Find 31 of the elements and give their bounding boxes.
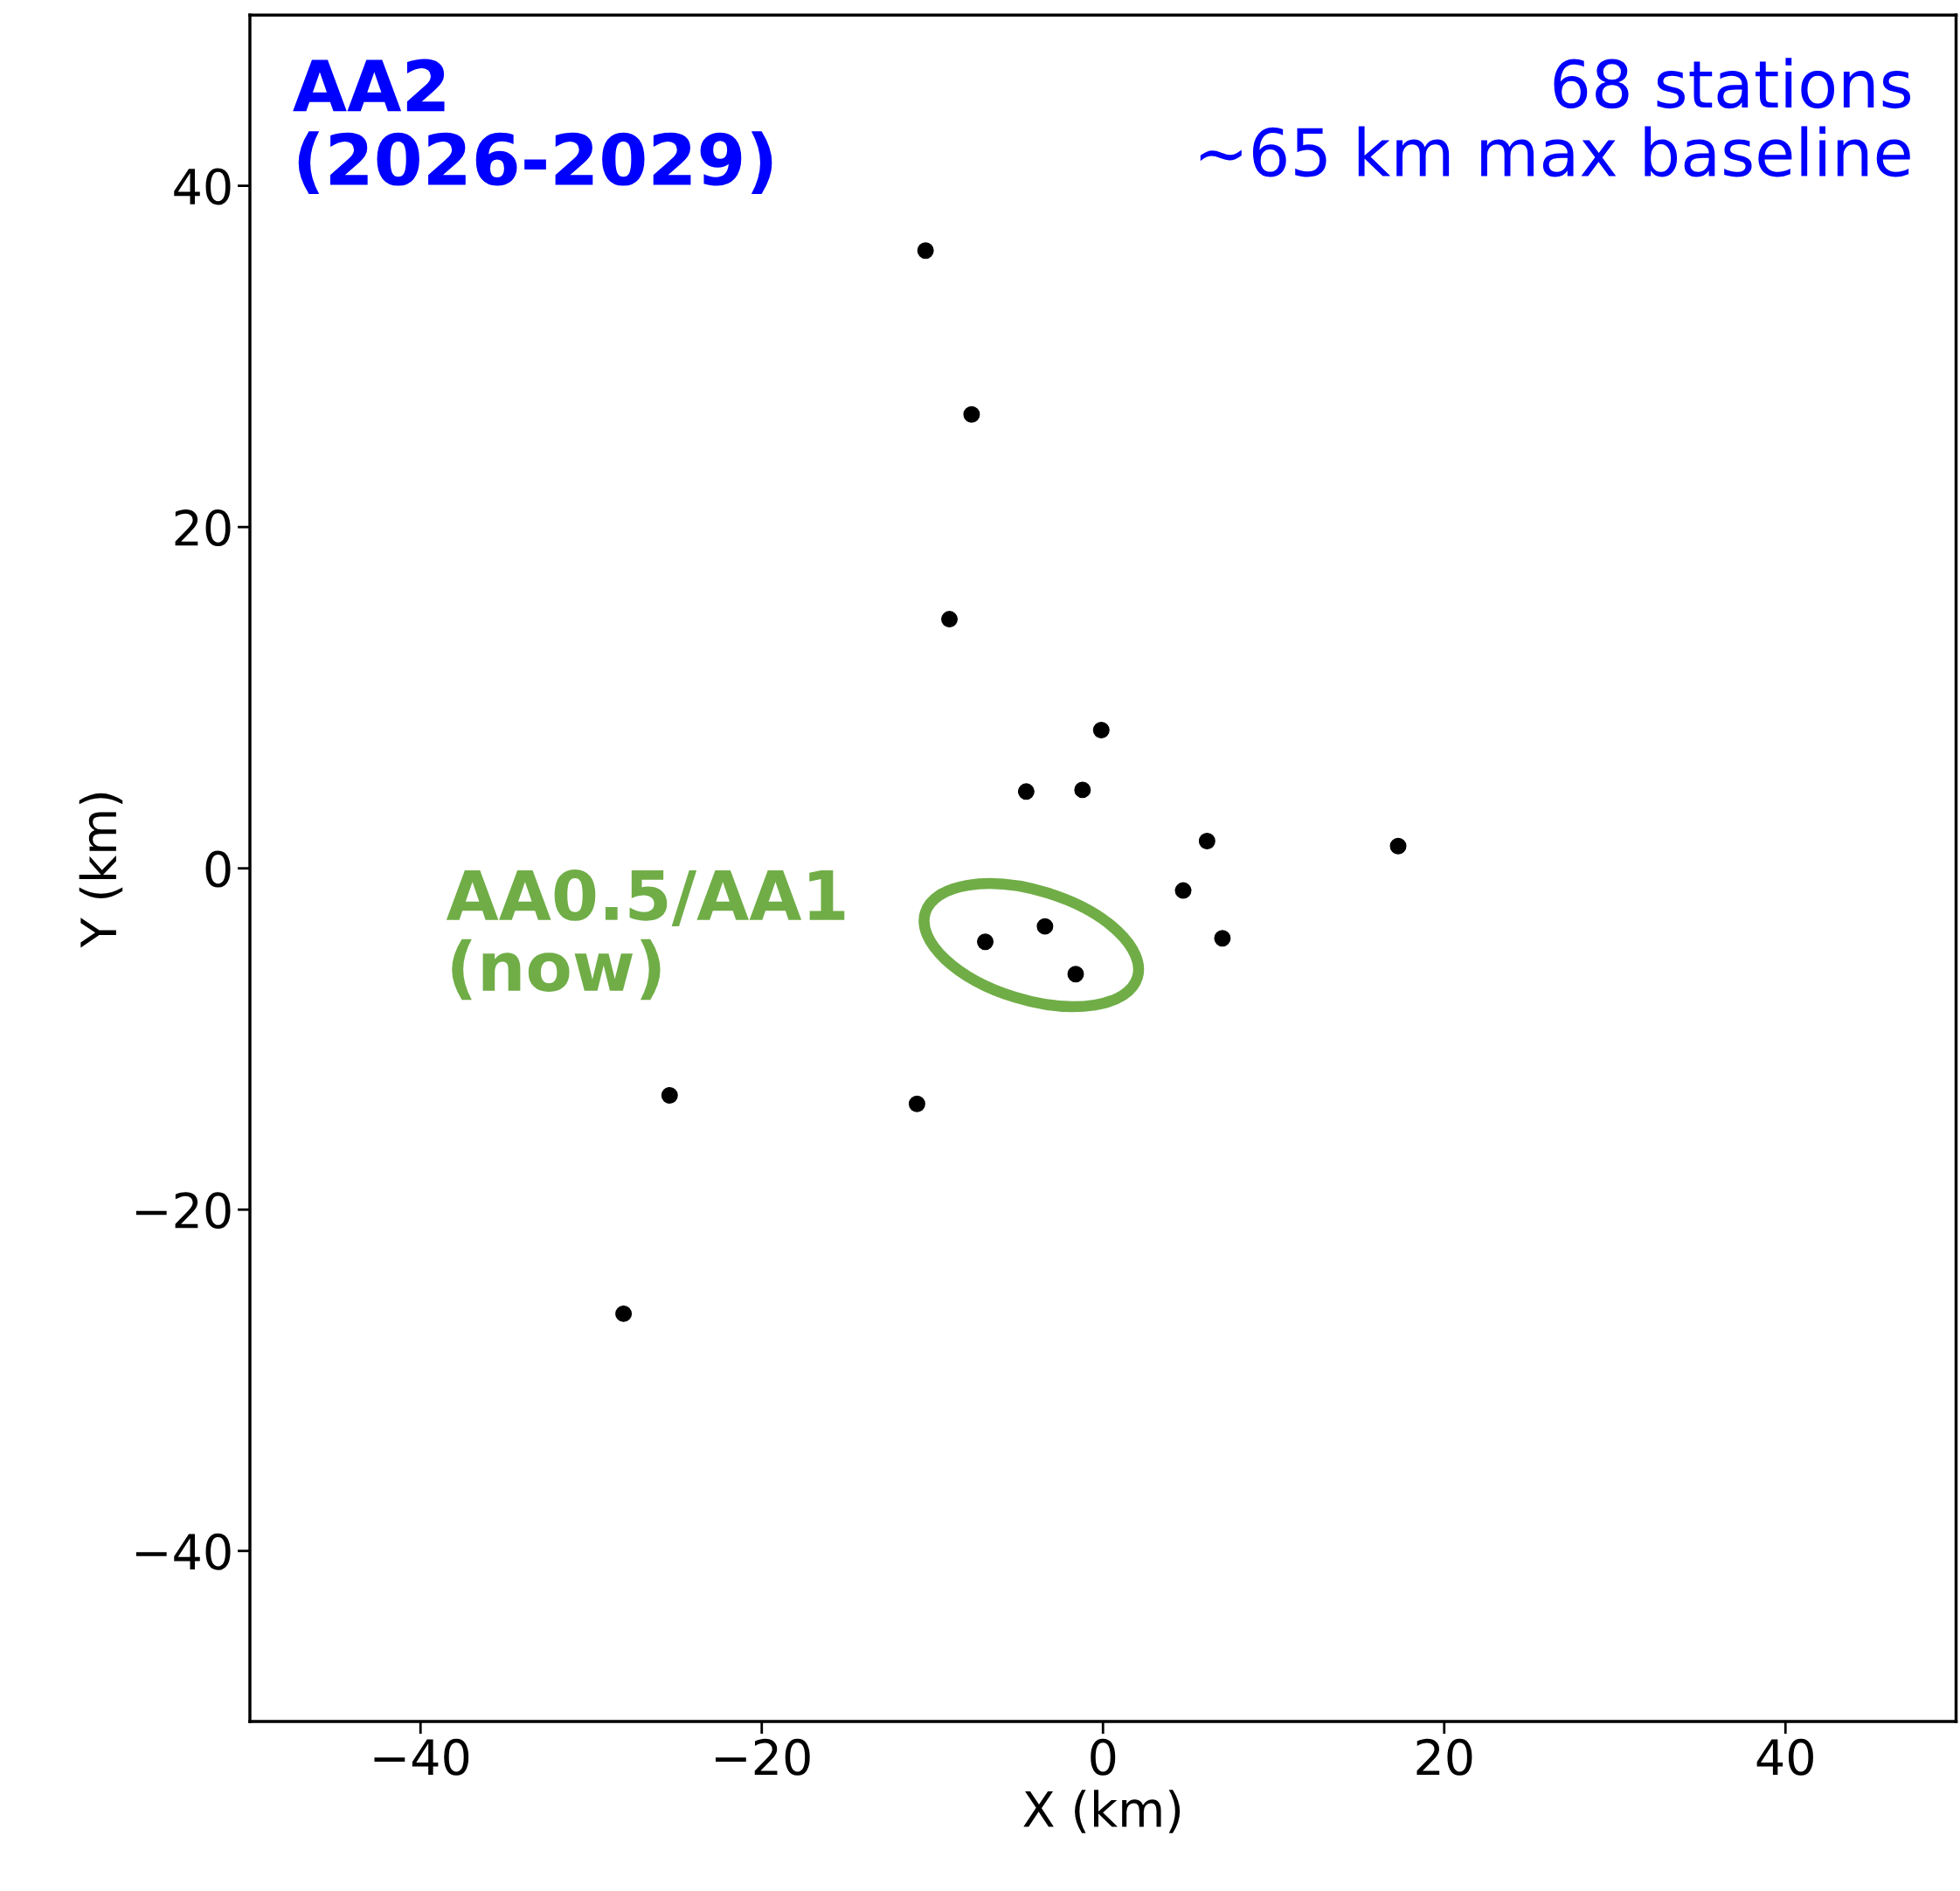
x-tick-label: 20 [1416, 1738, 1472, 1776]
point [908, 1095, 925, 1112]
x-tick-label: 40 [1756, 1738, 1813, 1776]
point [1036, 918, 1054, 935]
y-tick-label: 40 [174, 168, 231, 205]
point [941, 611, 958, 628]
point [1067, 966, 1084, 983]
y-tick-label: 0 [205, 850, 231, 888]
point [1092, 722, 1110, 739]
point [1074, 781, 1091, 799]
y-tick-label: 20 [175, 509, 231, 547]
point [963, 405, 980, 423]
y-tick-label: −20 [135, 1192, 231, 1229]
y-tick-label: −40 [135, 1533, 231, 1570]
point [1214, 930, 1231, 947]
point [977, 933, 994, 951]
y-axis-title: Y (km) [79, 793, 123, 948]
annotation: AA0.5/AA1 (now) [446, 869, 845, 1001]
x-tick-label: −40 [374, 1738, 469, 1776]
x-tick-label: 0 [1091, 1738, 1116, 1776]
x-tick-label: −20 [716, 1738, 810, 1776]
point [1389, 837, 1407, 855]
text: AA2 (2026-2029) [293, 59, 772, 195]
x-axis-title: X (km) [1023, 1790, 1181, 1833]
point [1174, 882, 1192, 899]
point [917, 242, 934, 260]
point [615, 1305, 633, 1322]
point [1198, 832, 1215, 849]
point [661, 1086, 678, 1104]
text: 68 stations ~65 km max baseline [1200, 58, 1911, 177]
point [1017, 783, 1035, 800]
